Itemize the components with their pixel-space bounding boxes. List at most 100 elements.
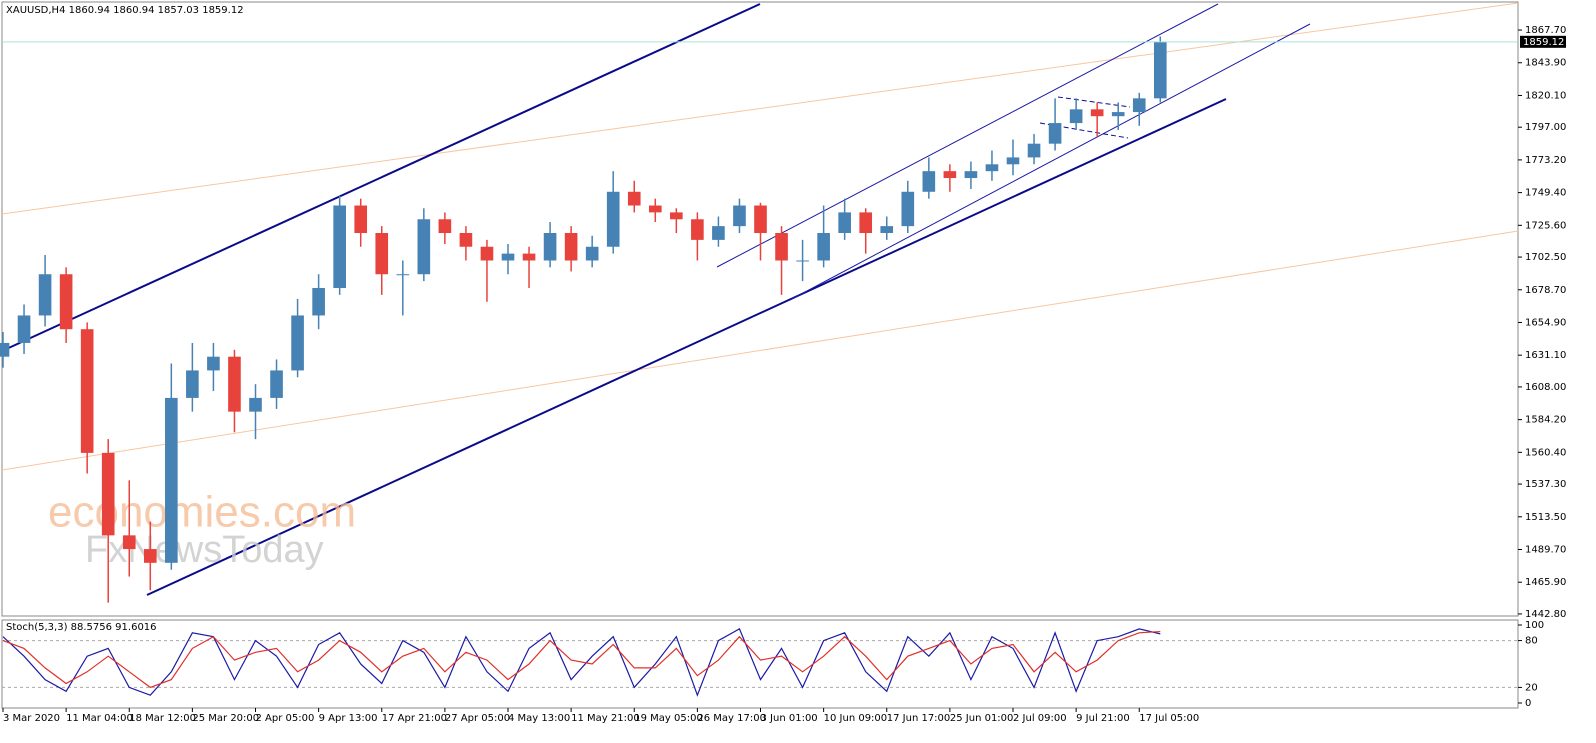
candle-body [480, 246, 494, 261]
x-tick-label: 19 May 05:00 [634, 713, 703, 724]
candle-body [291, 315, 304, 371]
candle-body [670, 212, 683, 220]
candle-body [80, 329, 94, 453]
x-tick-label: 17 Jun 17:00 [887, 713, 951, 724]
candle-body [838, 212, 851, 234]
trend-lines [1, 2, 1519, 596]
trend-line [1, 230, 1519, 471]
candle-body [522, 253, 536, 261]
last-price-label: 1859.12 [1523, 37, 1564, 48]
candle-body [943, 171, 957, 179]
candle-body [585, 246, 599, 261]
y-tick-label: 1584.20 [1525, 415, 1566, 426]
candle-body [0, 342, 10, 357]
candle-body [775, 233, 788, 261]
candle-body [880, 226, 894, 234]
y-tick-label: 1537.30 [1525, 479, 1566, 490]
candle-body [459, 233, 473, 247]
candle-body [101, 452, 115, 536]
y-tick-label: 80 [1525, 636, 1538, 647]
candle-body [754, 205, 767, 234]
y-tick-label: 1513.50 [1525, 512, 1566, 523]
indicator-title: Stoch(5,3,3) 88.5756 91.6016 [6, 622, 157, 633]
x-tick-label: 9 Apr 13:00 [319, 713, 378, 724]
candle-body [901, 191, 915, 227]
candle-body [733, 205, 746, 227]
channel-line [716, 3, 1219, 268]
candle-body [501, 253, 515, 261]
flag-line [1039, 122, 1129, 139]
y-tick-label: 1654.90 [1525, 317, 1566, 328]
y-tick-label: 1820.10 [1525, 90, 1566, 101]
candle-body [648, 205, 662, 213]
x-tick-label: 25 Mar 20:00 [192, 713, 259, 724]
y-tick-label: 1867.70 [1525, 25, 1566, 36]
candle-body [270, 370, 283, 398]
y-tick-label: 1773.20 [1525, 155, 1566, 166]
candle-body [249, 397, 262, 412]
candle-body [165, 397, 178, 563]
candle-body [712, 226, 725, 240]
candle-body [1132, 98, 1146, 113]
y-tick-label: 1465.90 [1525, 577, 1566, 588]
y-tick-label: 1442.80 [1525, 609, 1566, 620]
candle-body [375, 233, 389, 275]
candle-body [396, 274, 410, 276]
candle-body [312, 287, 325, 316]
main-panel [1, 1, 1519, 617]
candle-body [564, 233, 578, 261]
trend-line [1, 2, 1519, 215]
candle-body [207, 356, 220, 371]
candle-body [1111, 112, 1125, 117]
y-tick-label: 1678.70 [1525, 285, 1566, 296]
candle-body [417, 219, 431, 275]
watermark: economies.com [48, 488, 356, 537]
x-tick-label: 10 Jun 09:00 [824, 713, 888, 724]
x-tick-label: 26 May 17:00 [697, 713, 766, 724]
y-tick-label: 1702.50 [1525, 252, 1566, 263]
stoch-line [2, 628, 1161, 697]
flag-line [1057, 96, 1131, 108]
y-tick-label: 1489.70 [1525, 544, 1566, 555]
x-tick-label: 9 Jul 21:00 [1076, 713, 1130, 724]
channel-line [146, 98, 1227, 596]
x-tick-label: 3 Jun 01:00 [761, 713, 818, 724]
candle-body [964, 171, 978, 179]
candle-body [1069, 109, 1083, 124]
y-tick-label: 1749.40 [1525, 188, 1566, 199]
candle-body [1006, 157, 1020, 165]
last-price-box [1520, 35, 1566, 48]
x-tick-label: 17 Apr 21:00 [382, 713, 447, 724]
watermark: FxNewsToday [85, 529, 324, 571]
candle-body [333, 205, 346, 288]
candle-body [143, 549, 157, 563]
candle-body [543, 233, 557, 261]
candle-body [17, 315, 31, 343]
candle-body [228, 356, 241, 412]
candle-body [606, 191, 620, 247]
stoch-panel [1, 619, 1519, 709]
x-tick-label: 2 Apr 05:00 [256, 713, 315, 724]
x-tick-label: 4 May 13:00 [508, 713, 570, 724]
candle-body [438, 219, 452, 234]
x-tick-label: 27 Apr 05:00 [445, 713, 510, 724]
chart-title: XAUUSD,H4 1860.94 1860.94 1857.03 1859.1… [6, 5, 244, 16]
x-tick-label: 2 Jul 09:00 [1013, 713, 1067, 724]
x-tick-label: 3 Mar 2020 [3, 713, 60, 724]
y-tick-label: 1560.40 [1525, 447, 1566, 458]
candle-body [38, 274, 52, 316]
y-tick-label: 100 [1525, 620, 1544, 631]
stoch-line [2, 630, 1161, 689]
x-tick-label: 17 Jul 05:00 [1139, 713, 1199, 724]
y-tick-label: 1843.90 [1525, 58, 1566, 69]
candle-body [817, 233, 830, 261]
candle-body [985, 164, 999, 172]
x-tick-label: 18 Mar 12:00 [129, 713, 196, 724]
y-tick-label: 20 [1525, 682, 1538, 693]
candle-body [1048, 123, 1062, 144]
candle-body [1027, 143, 1041, 158]
candle-body [627, 191, 641, 206]
candle-body [122, 535, 136, 550]
candle-body [859, 212, 873, 234]
